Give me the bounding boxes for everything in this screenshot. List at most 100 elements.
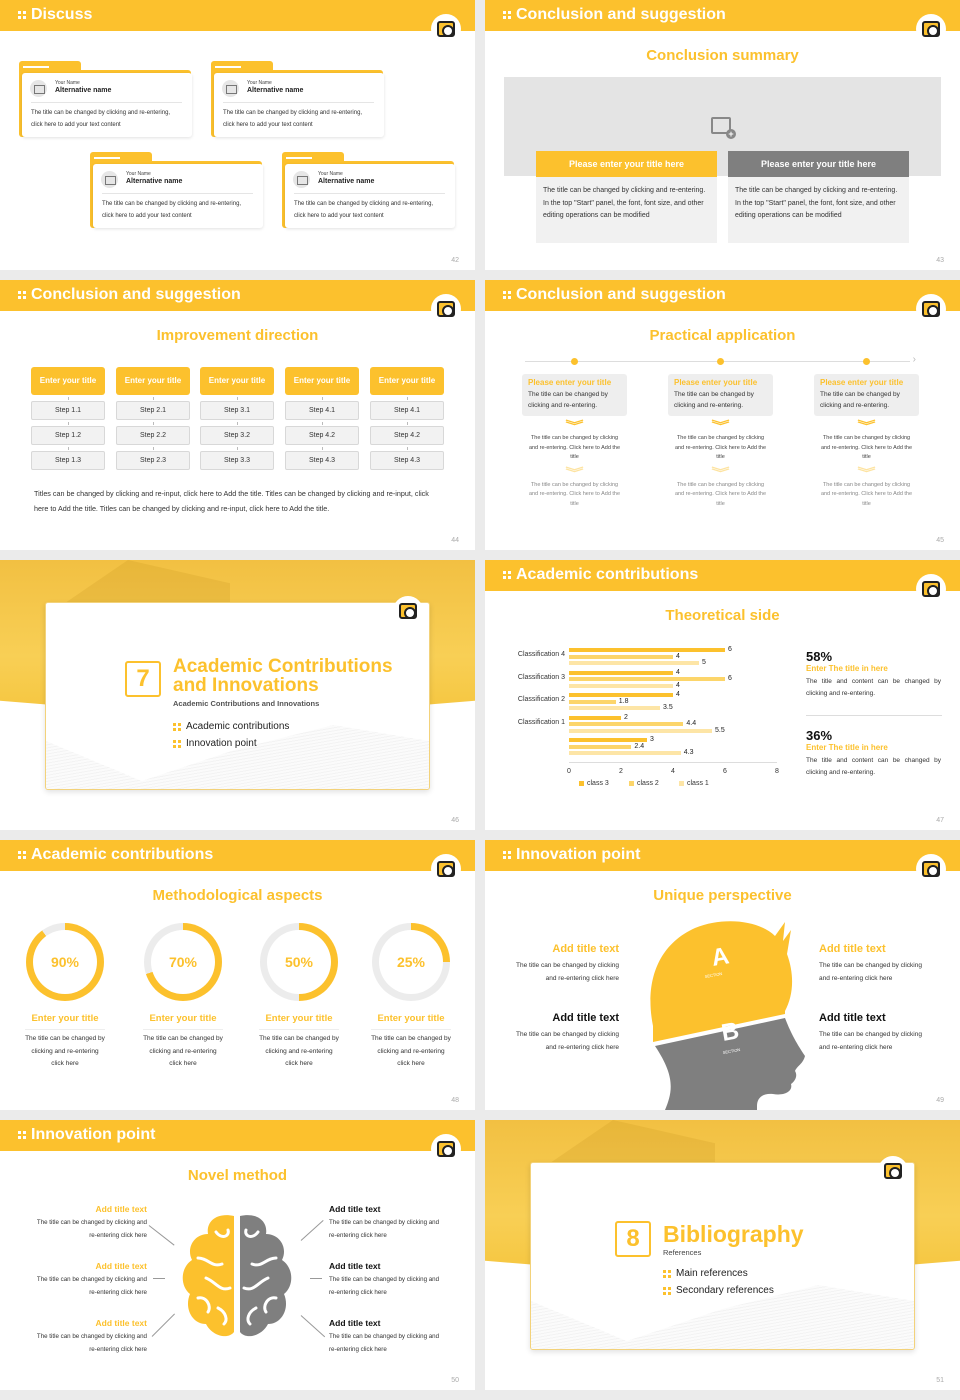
step-box[interactable]: Step 4.3 [370, 447, 444, 470]
step-box[interactable]: Step 4.2 [370, 422, 444, 445]
timeline-dot [863, 358, 870, 365]
block-title: Add title text [819, 943, 886, 955]
column-title[interactable]: Enter your title [285, 367, 359, 395]
slide-46[interactable]: 7 Academic Contributions and Innovations… [0, 560, 475, 830]
bar-class-1[interactable] [569, 751, 681, 755]
bar-class-3[interactable] [569, 648, 725, 652]
step-box[interactable]: Step 3.1 [200, 397, 274, 420]
step-box[interactable]: Step 3.2 [200, 422, 274, 445]
block-title: Add title text [95, 1261, 147, 1271]
step-box[interactable]: Step 4.3 [285, 447, 359, 470]
block-text: The title can be changed by clicking and… [516, 1031, 619, 1051]
text-block: Add title text The title can be changed b… [329, 1204, 441, 1242]
title-box[interactable]: Please enter your title The title can be… [814, 374, 919, 416]
bar-value: 4 [676, 681, 680, 689]
profile-card[interactable]: Your Name Alternative name The title can… [282, 152, 455, 228]
profile-card[interactable]: Your Name Alternative name The title can… [211, 61, 384, 137]
column-title[interactable]: Enter your title [116, 367, 190, 395]
text-block: Add title text The title can be changed b… [819, 943, 931, 985]
step-box[interactable]: Step 4.1 [370, 397, 444, 420]
bar-class-3[interactable] [569, 738, 647, 742]
box-title: Please enter your title [528, 378, 612, 387]
item-label: Secondary references [676, 1285, 774, 1296]
bar-class-3[interactable] [569, 715, 621, 720]
slide-44[interactable]: Conclusion and suggestion Improvement di… [0, 280, 475, 550]
title-box[interactable]: Please enter your title The title can be… [668, 374, 773, 416]
donut-label: 50% [267, 930, 331, 994]
header-title: Conclusion and suggestion [516, 6, 726, 23]
box-title: Please enter your title here [536, 151, 717, 177]
profile-card[interactable]: Your Name Alternative name The title can… [19, 61, 192, 137]
slide-header: Academic contributions [485, 560, 960, 591]
card-name: Your Name [126, 171, 151, 177]
image-placeholder-icon [293, 171, 310, 188]
step-box[interactable]: Step 1.3 [31, 447, 105, 470]
summary-box[interactable]: Please enter your title here The title c… [728, 151, 909, 243]
bar-value: 3 [650, 736, 654, 743]
bar-class-1[interactable] [569, 728, 712, 733]
slide-47[interactable]: Academic contributions Theoretical side … [485, 560, 960, 830]
legend-item[interactable]: class 3 [579, 780, 609, 787]
card-text: The title can be changed by clicking and… [102, 201, 242, 219]
step-box[interactable]: Step 2.2 [116, 422, 190, 445]
bar-class-3[interactable] [569, 693, 673, 697]
summary-box[interactable]: Please enter your title here The title c… [536, 151, 717, 243]
bar-class-1[interactable] [569, 683, 673, 688]
card-name: Your Name [247, 80, 272, 86]
page-number: 45 [936, 537, 944, 544]
bar-class-3[interactable] [569, 670, 673, 675]
step-box[interactable]: Step 2.1 [116, 397, 190, 420]
slide-42[interactable]: Discuss Your Name Alternative name The t… [0, 0, 475, 270]
slide-49[interactable]: Innovation point Unique perspective A SE… [485, 840, 960, 1110]
bar-value: 4.4 [686, 720, 697, 727]
step-box[interactable]: Step 3.3 [200, 447, 274, 470]
donut-caption: Enter your title The title can be changed… [371, 1013, 451, 1071]
bar-class-2[interactable] [569, 677, 725, 681]
bar-class-2[interactable] [569, 722, 684, 726]
bar-class-1[interactable] [569, 661, 699, 665]
logo-icon [916, 14, 946, 44]
dots-icon [173, 739, 181, 748]
slide-48[interactable]: Academic contributions Methodological as… [0, 840, 475, 1110]
item-label: Main references [676, 1268, 748, 1279]
category-label: Classification 4 [517, 651, 565, 658]
step-column: Enter your title Step 3.1 Step 3.2 Step … [200, 367, 274, 470]
slide-subtitle: Novel method [187, 1167, 288, 1184]
slide-45[interactable]: Conclusion and suggestion Practical appl… [485, 280, 960, 550]
step-box[interactable]: Step 1.2 [31, 422, 105, 445]
legend-item[interactable]: class 1 [679, 780, 709, 787]
slide-51[interactable]: 8 Bibliography References Main reference… [485, 1120, 960, 1390]
text-block: Add title text The title can be changed b… [507, 1012, 619, 1054]
box-text: The title can be changed by clicking and… [820, 391, 900, 409]
step-box[interactable]: Step 4.2 [285, 422, 359, 445]
title-box[interactable]: Please enter your title The title can be… [522, 374, 627, 416]
bar-value: 2.4 [634, 742, 645, 750]
legend-item[interactable]: class 2 [629, 780, 659, 787]
connector-line [151, 1313, 175, 1337]
application-column: Please enter your title The title can be… [522, 374, 627, 509]
profile-card[interactable]: Your Name Alternative name The title can… [90, 152, 263, 228]
add-image-icon[interactable] [711, 117, 736, 139]
column-title[interactable]: Enter your title [370, 367, 444, 395]
header-title: Innovation point [31, 1126, 156, 1143]
column-title[interactable]: Enter your title [31, 367, 105, 395]
slide-50[interactable]: Innovation point Novel method Add title … [0, 1120, 475, 1390]
bar-class-2[interactable] [569, 744, 632, 749]
bar-class-1[interactable] [569, 706, 660, 710]
section-item[interactable]: Innovation point [173, 738, 257, 749]
bar-chart[interactable]: 3 2.4 4.3 Classification 1 2 4.4 5.5 Classifica… [485, 560, 805, 830]
dots-icon [18, 11, 26, 19]
box-title: Please enter your title [820, 378, 904, 387]
section-item[interactable]: Secondary references [663, 1285, 774, 1296]
slide-43[interactable]: Conclusion and suggestion Conclusion sum… [485, 0, 960, 270]
header-title: Conclusion and suggestion [31, 286, 241, 303]
bar-class-2[interactable] [569, 699, 616, 704]
step-box[interactable]: Step 2.3 [116, 447, 190, 470]
section-item[interactable]: Academic contributions [173, 721, 289, 732]
step-box[interactable]: Step 1.1 [31, 397, 105, 420]
section-item[interactable]: Main references [663, 1268, 748, 1279]
column-title[interactable]: Enter your title [200, 367, 274, 395]
step-box[interactable]: Step 4.1 [285, 397, 359, 420]
bar-class-2[interactable] [569, 654, 673, 659]
section-title: Bibliography [663, 1221, 804, 1247]
